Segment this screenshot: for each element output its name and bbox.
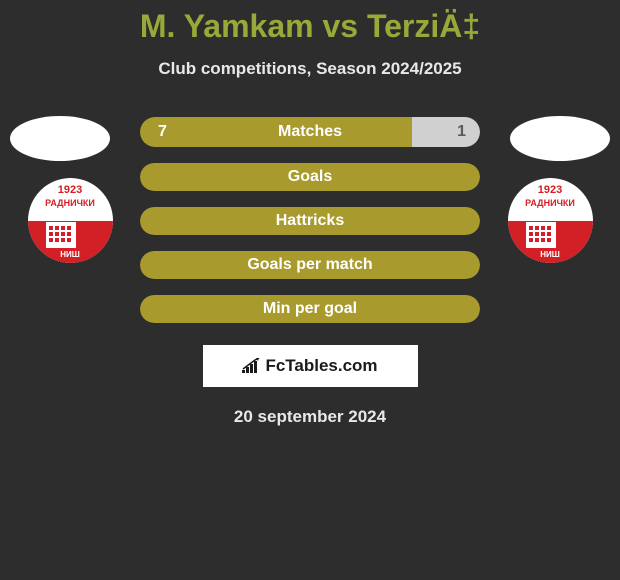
page-subtitle: Club competitions, Season 2024/2025 (0, 59, 620, 79)
branding-text: FcTables.com (265, 356, 377, 376)
bar-label: Goals per match (140, 251, 480, 279)
page-title: M. Yamkam vs TerziÄ‡ (0, 8, 620, 45)
comparison-infographic: M. Yamkam vs TerziÄ‡ Club competitions, … (0, 0, 620, 427)
stat-bar: Goals per match (140, 251, 480, 279)
bar-label: Matches (140, 117, 480, 147)
bar-label: Hattricks (140, 207, 480, 235)
comparison-bars: Matches7 1 Goals Hattricks Goals per match Mi… (140, 117, 480, 323)
stat-bar: Hattricks (140, 207, 480, 235)
badge-building-icon (46, 222, 76, 248)
stat-bar: Goals (140, 163, 480, 191)
badge-year: 1923 (28, 184, 113, 196)
bar-label: Goals (140, 163, 480, 191)
badge-bottom-text: НИШ (508, 250, 593, 259)
badge-building-icon (526, 222, 556, 248)
badge-year: 1923 (508, 184, 593, 196)
badge-bottom-text: НИШ (28, 250, 113, 259)
badge-ring-text: РАДНИЧКИ (508, 198, 593, 208)
footer-date: 20 september 2024 (0, 407, 620, 427)
stat-bar: Min per goal (140, 295, 480, 323)
fctables-logo-icon (242, 358, 262, 374)
player-left-avatar (10, 116, 110, 161)
bar-label: Min per goal (140, 295, 480, 323)
branding-box: FcTables.com (203, 345, 418, 387)
badge-ring-text: РАДНИЧКИ (28, 198, 113, 208)
bar-value-left: 7 (158, 117, 167, 147)
player-right-club-badge: 1923 РАДНИЧКИ НИШ (500, 178, 600, 263)
bar-value-right: 1 (457, 117, 466, 147)
player-left-club-badge: 1923 РАДНИЧКИ НИШ (20, 178, 120, 263)
player-right-avatar (510, 116, 610, 161)
stat-bar: Matches7 1 (140, 117, 480, 147)
